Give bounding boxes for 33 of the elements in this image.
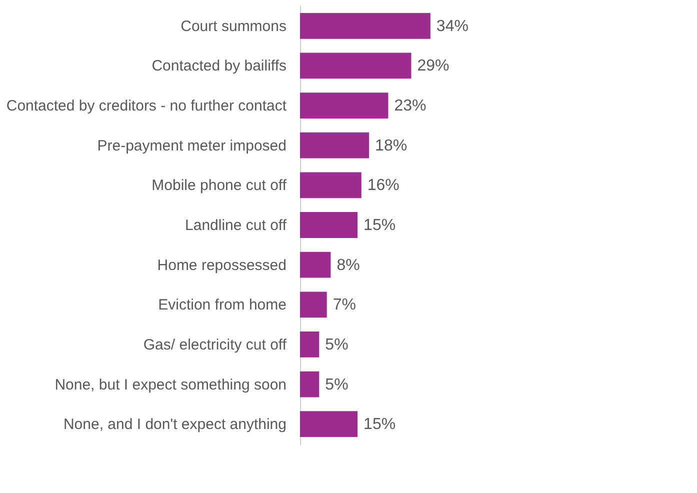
data-label: 7%	[332, 296, 356, 314]
data-label: 5%	[325, 336, 348, 354]
data-label: 16%	[367, 177, 400, 194]
bar	[300, 371, 320, 398]
bar	[300, 12, 430, 39]
y-tick-label: Gas/ electricity cut off	[143, 336, 288, 354]
data-label: 5%	[325, 376, 348, 394]
bar	[300, 252, 331, 278]
data-label: 18%	[375, 137, 408, 154]
bar	[300, 212, 358, 238]
bar	[300, 292, 327, 318]
y-tick-label: Landline cut off	[185, 217, 288, 234]
y-tick-label: Mobile phone cut off	[152, 177, 288, 194]
y-tick-label: Eviction from home	[158, 296, 286, 314]
bar	[300, 92, 388, 118]
y-tick-label: Contacted by creditors - no further contact	[6, 98, 288, 115]
bar	[300, 132, 370, 158]
data-label: 8%	[336, 256, 360, 274]
y-tick-label: None, and I don't expect anything	[63, 416, 286, 434]
y-tick-label: Pre-payment meter imposed	[97, 137, 286, 154]
data-label: 23%	[394, 98, 426, 115]
data-label: 15%	[364, 416, 396, 434]
bar	[300, 172, 362, 198]
y-tick-label: None, but I expect something soon	[54, 376, 286, 394]
y-tick-label: Home repossessed	[157, 256, 286, 274]
y-tick-label: Contacted by bailiffs	[152, 58, 286, 75]
bar	[300, 411, 358, 438]
data-label: 15%	[364, 217, 396, 234]
y-tick-label: Court summons	[180, 18, 286, 35]
bar	[300, 332, 320, 358]
data-label: 29%	[417, 58, 450, 75]
bar	[300, 52, 412, 79]
data-label: 34%	[436, 18, 468, 35]
